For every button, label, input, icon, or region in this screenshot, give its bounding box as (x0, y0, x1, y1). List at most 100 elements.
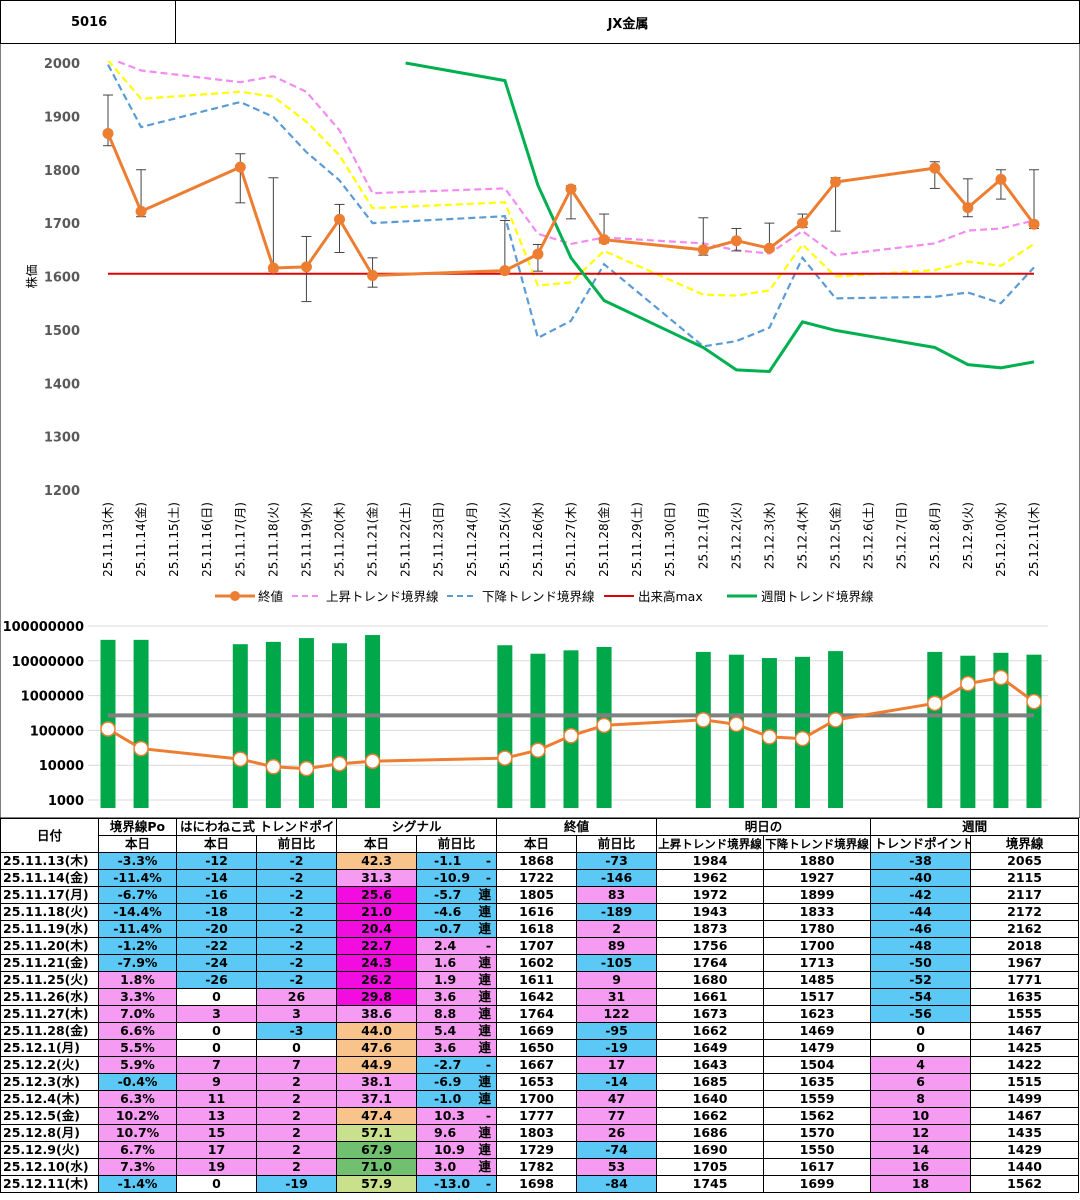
cell-close: 1616 (496, 903, 578, 921)
cell-signal: 24.3 (336, 954, 418, 972)
cell-signal: 42.3 (336, 852, 418, 870)
table-row: 25.11.25(火) 1.8% -26 -2 26.2 1.9 連 1611 9 1680 148… (0, 971, 1080, 989)
close-point (797, 217, 808, 229)
volume-ytick-label: 100000 (30, 724, 84, 739)
cell-downtrend-line: 1570 (763, 1124, 872, 1142)
price-ytick-label: 2000 (44, 57, 80, 72)
cell-weekly-trendpoint: -52 (870, 971, 972, 989)
signal-diff-mark: 連 (478, 921, 492, 937)
stock-name: JX金属 (607, 16, 649, 32)
cell-signal: 44.9 (336, 1056, 418, 1074)
cell-border-po: -7.9% (98, 954, 177, 972)
cell-uptrend-line: 1686 (656, 1124, 765, 1142)
cell-signal: 25.6 (336, 886, 418, 904)
price-ytick-label: 1700 (44, 217, 80, 232)
col-header-close: 終値 (496, 818, 658, 836)
cell-close-diff: 77 (576, 1107, 658, 1125)
cell-trendpoint: -12 (176, 852, 257, 870)
cell-signal-diff: 8.8 連 (416, 1005, 498, 1023)
data-table: 日付 境界線Po はにわねこ式 トレンドポイント シグナル 終値 明日の 週間 … (0, 818, 1080, 1193)
table-row: 25.12.5(金) 10.2% 13 2 47.4 10.3 -1777 77 1662 156… (0, 1107, 1080, 1125)
cell-signal: 20.4 (336, 920, 418, 938)
cell-close: 1642 (496, 988, 578, 1006)
turnover-point (530, 742, 546, 758)
date-xtick-label: 25.11.16(日) (200, 502, 214, 577)
table-header-row-1: 日付 境界線Po はにわねこ式 トレンドポイント シグナル 終値 明日の 週間 (0, 818, 1080, 853)
cell-close: 1868 (496, 852, 578, 870)
cell-trendpoint-diff: 0 (255, 1039, 338, 1057)
price-and-volume-charts: 2000 1900 1800 1700 1600 1500 1400 1300 1200 株価 25… (0, 43, 1080, 818)
cell-close-diff: -73 (576, 852, 658, 870)
signal-diff-value: -1.0 (434, 1091, 462, 1107)
sub-header: 前日比 (255, 835, 338, 853)
downtrend-line (107, 64, 1035, 348)
volume-bar (828, 651, 844, 808)
table-row: 25.11.28(金) 6.6% 0 -3 44.0 5.4 連 1669 -95 1662 146… (0, 1022, 1080, 1040)
date-xtick-label: 25.11.30(日) (663, 502, 677, 577)
close-point (102, 127, 114, 139)
cell-downtrend-line: 1880 (763, 852, 872, 870)
cell-trendpoint-diff: 2 (255, 1124, 338, 1142)
cell-close-diff: 31 (576, 988, 658, 1006)
cell-uptrend-line: 1705 (656, 1158, 765, 1176)
close-point (499, 265, 511, 277)
cell-downtrend-line: 1833 (763, 903, 872, 921)
cell-date: 25.12.3(水) (0, 1073, 99, 1091)
cell-date: 25.12.11(木) (0, 1175, 99, 1193)
cell-close-diff: -189 (576, 903, 658, 921)
turnover-point (265, 759, 282, 775)
cell-weekly-line: 1555 (970, 1005, 1080, 1023)
date-xtick-label: 25.11.24(月) (465, 502, 479, 577)
volume-bar (530, 653, 546, 808)
cell-signal-diff: -6.9 連 (416, 1073, 498, 1091)
cell-downtrend-line: 1550 (763, 1141, 872, 1159)
cell-weekly-trendpoint: 0 (870, 1039, 972, 1057)
cell-downtrend-line: 1485 (763, 971, 872, 989)
legend-label: 出来高max (638, 589, 703, 604)
cell-weekly-line: 1440 (970, 1158, 1080, 1176)
cell-trendpoint-diff: -2 (255, 869, 338, 887)
signal-diff-value: -0.7 (434, 921, 462, 937)
date-xtick-label: 25.12.1(月) (696, 502, 710, 569)
cell-uptrend-line: 1962 (656, 869, 765, 887)
uptrend-line (113, 61, 1035, 257)
cell-weekly-trendpoint: 16 (870, 1158, 972, 1176)
cell-trendpoint: 0 (176, 1175, 257, 1193)
close-point (300, 261, 312, 273)
cell-date: 25.12.9(火) (0, 1141, 99, 1159)
cell-close-diff: -14 (576, 1073, 658, 1091)
volume-bar (927, 651, 943, 808)
close-point (267, 262, 279, 274)
cell-close-diff: 53 (576, 1158, 658, 1176)
cell-downtrend-line: 1469 (763, 1022, 872, 1040)
date-xtick-label: 25.11.25(火) (498, 502, 512, 577)
cell-signal-diff: 3.6 連 (416, 988, 498, 1006)
cell-trendpoint-diff: -2 (255, 954, 338, 972)
col-header-po: 境界線Po (98, 818, 177, 836)
cell-signal-diff: -13.0- (416, 1175, 498, 1193)
turnover-point (497, 750, 513, 766)
signal-diff-value: 9.6 (434, 1125, 457, 1141)
volume-ytick-label: 10000 (39, 759, 84, 774)
col-header-trendpoint: はにわねこ式 トレンドポイント (175, 818, 338, 836)
cell-close: 1667 (496, 1056, 578, 1074)
cell-border-po: 6.7% (98, 1141, 177, 1159)
col-header-signal: シグナル (336, 818, 498, 836)
cell-date: 25.11.28(金) (0, 1022, 99, 1040)
price-ytick-label: 1300 (44, 431, 80, 446)
cell-downtrend-line: 1504 (763, 1056, 872, 1074)
cell-close-diff: 122 (576, 1005, 658, 1023)
table-row: 25.11.27(木) 7.0% 3 3 38.6 8.8 連 1764 122 1673 1623… (0, 1005, 1080, 1023)
signal-diff-mark: - (485, 1057, 492, 1073)
cell-downtrend-line: 1623 (763, 1005, 872, 1023)
turnover-point (761, 729, 778, 745)
cell-close-diff: 17 (576, 1056, 658, 1074)
cell-uptrend-line: 1984 (656, 852, 765, 870)
cell-close: 1803 (496, 1124, 578, 1142)
cell-weekly-line: 2018 (970, 937, 1080, 955)
cell-weekly-trendpoint: -42 (870, 886, 972, 904)
cell-downtrend-line: 1617 (763, 1158, 872, 1176)
cell-signal-diff: -10.9- (416, 869, 498, 887)
turnover-point (133, 740, 149, 757)
date-xtick-label: 25.12.5(金) (828, 502, 843, 569)
